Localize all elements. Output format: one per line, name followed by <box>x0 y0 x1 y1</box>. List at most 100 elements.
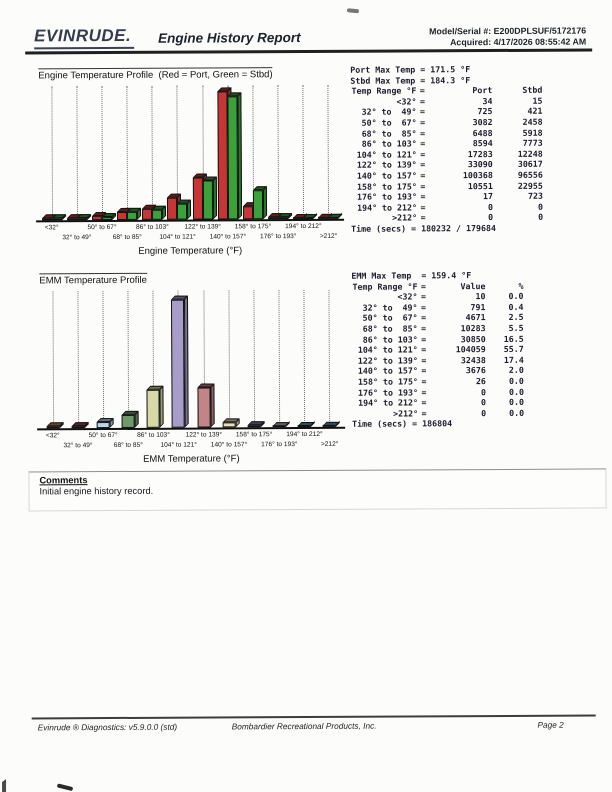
comments-body: Initial engine history record. <box>39 485 154 497</box>
gridline <box>76 86 78 221</box>
chart-column <box>114 85 142 222</box>
emm-time-line: Time (secs) = 186804 <box>352 418 453 430</box>
equals-sign: = <box>420 138 426 149</box>
scan-artifact <box>2 779 7 792</box>
chart-column <box>215 85 242 221</box>
x-tick-label: <32° <box>45 432 60 440</box>
comments-section: Comments Initial engine history record. <box>28 468 607 512</box>
equals-sign: = <box>420 180 426 191</box>
bar-face-face <box>227 96 238 220</box>
value-cell: 2458 <box>522 116 543 127</box>
bar-port <box>167 193 182 220</box>
gridline <box>127 290 130 428</box>
x-tick-label: >212° <box>319 232 338 240</box>
equals-sign: = <box>421 397 427 408</box>
engine-chart-title: Engine Temperature Profile (Red = Port, … <box>38 67 273 82</box>
range-label: >212° <box>392 212 418 223</box>
range-label: 194° to 212° <box>357 202 418 213</box>
range-label: 50° to 67° <box>361 117 417 128</box>
bar-group <box>142 204 167 220</box>
bar-face-face <box>202 180 213 220</box>
value-cell: 0.4 <box>508 301 524 312</box>
equals-sign: = <box>420 212 426 223</box>
value-cell: 104059 <box>455 344 486 355</box>
gridline <box>303 290 306 428</box>
x-tick-label: 176° to 193° <box>259 233 297 241</box>
chart-column <box>189 85 217 221</box>
acquired-text: Acquired: 4/17/2026 08:55:42 AM <box>450 36 587 48</box>
bar-stbd <box>227 92 242 220</box>
value-cell: 30850 <box>460 333 486 344</box>
range-label: 176° to 193° <box>356 191 417 202</box>
value-cell: 0 <box>481 397 487 408</box>
value-cell: 5918 <box>522 127 543 138</box>
bar-face-face <box>217 91 228 220</box>
engine-chart-plot <box>36 84 345 223</box>
bar-side-face <box>184 295 190 428</box>
range-label: 86° to 103° <box>361 138 417 149</box>
value-cell: 421 <box>527 106 543 117</box>
value-cell: 34 <box>482 95 493 106</box>
bar-port <box>142 204 157 220</box>
col-header-value: Value <box>460 280 486 291</box>
x-tick-label: 158° to 175° <box>235 431 273 439</box>
value-cell: 17283 <box>467 148 493 159</box>
bar-side-face <box>109 418 114 429</box>
engine-chart-baseline <box>36 218 345 223</box>
equals-sign: = <box>421 376 427 387</box>
range-label: 194° to 212° <box>358 397 419 408</box>
value-cell: 3082 <box>472 116 493 128</box>
equals-sign: = <box>421 355 427 366</box>
value-cell: 10551 <box>467 180 493 191</box>
equals-sign: = <box>420 149 426 160</box>
range-label: 176° to 193° <box>358 386 419 398</box>
gridline <box>77 291 79 429</box>
gridline <box>327 84 330 219</box>
gridline <box>126 85 129 220</box>
gridline <box>302 85 305 220</box>
col-header-port: Port <box>472 85 493 96</box>
temp-range-row: >212° = 0 0 <box>351 212 543 224</box>
value-cell: 8594 <box>472 138 493 149</box>
emm-chart-columns <box>39 289 342 431</box>
equals-sign: = <box>419 106 426 117</box>
range-label: 122° to 139° <box>356 159 417 171</box>
bar-face-face <box>192 177 203 220</box>
value-cell: 100368 <box>462 169 493 181</box>
x-tick-label: >212° <box>320 440 339 448</box>
bar-face-face <box>152 209 163 220</box>
value-cell: 22955 <box>517 180 543 191</box>
equals-sign: = <box>421 408 427 419</box>
value-cell: 7773 <box>522 137 543 149</box>
equals-sign: = <box>421 323 427 334</box>
x-tick-label: 50° to 67° <box>88 431 118 440</box>
x-tick-label: 158° to 175° <box>234 223 272 231</box>
evinrude-logo: EVINRUDE. <box>34 25 135 50</box>
value-cell: 4671 <box>465 312 486 323</box>
value-cell: 17.4 <box>503 354 524 365</box>
equals-sign: = <box>421 344 427 355</box>
x-tick-label: 32° to 49° <box>63 442 93 450</box>
value-cell: 32438 <box>460 354 486 365</box>
chart-column <box>139 85 167 222</box>
equals-sign: = <box>421 333 427 344</box>
x-tick-label: 68° to 85° <box>112 233 142 242</box>
value-cell: 12248 <box>517 148 543 159</box>
equals-sign: = <box>420 170 426 181</box>
chart-column <box>164 85 192 222</box>
value-cell: 0.0 <box>508 291 524 302</box>
x-tick-label: 50° to 67° <box>87 223 117 232</box>
equals-sign: = <box>420 202 426 213</box>
range-label: 32° to 49° <box>362 302 418 313</box>
value-cell: 0.0 <box>508 386 525 397</box>
bar-face-face <box>242 206 254 220</box>
range-label: 50° to 67° <box>362 312 418 324</box>
x-tick-label: 140° to 157° <box>209 233 247 241</box>
range-label: 68° to 85° <box>361 127 417 139</box>
range-label: <32° <box>397 291 418 302</box>
value-cell: 26 <box>475 375 486 387</box>
x-tick-label: 86° to 103° <box>137 431 170 439</box>
bar-group <box>121 410 139 428</box>
header-meta: Model/Serial #: E200DPLSUF/5172176 Acqui… <box>429 26 586 49</box>
gridline <box>253 290 256 428</box>
